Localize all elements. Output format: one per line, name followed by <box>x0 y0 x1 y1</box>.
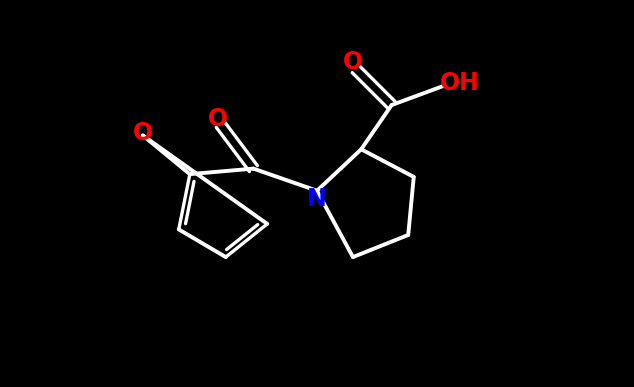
Text: N: N <box>307 187 327 211</box>
Text: O: O <box>207 107 228 131</box>
Text: O: O <box>133 121 153 145</box>
Text: OH: OH <box>440 71 479 95</box>
Text: O: O <box>343 50 363 74</box>
